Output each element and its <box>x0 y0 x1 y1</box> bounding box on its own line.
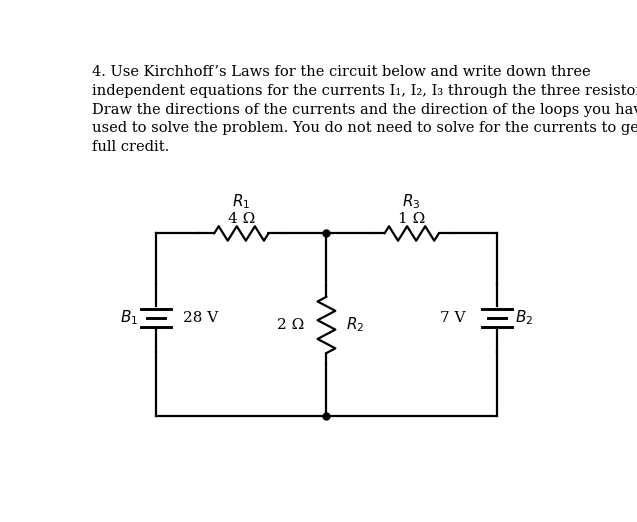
Text: $B_2$: $B_2$ <box>515 309 533 327</box>
Text: $R_2$: $R_2$ <box>347 316 364 334</box>
Text: 7 V: 7 V <box>440 311 466 325</box>
Text: $R_3$: $R_3$ <box>403 193 421 211</box>
Text: 4 Ω: 4 Ω <box>227 212 255 226</box>
Text: $B_1$: $B_1$ <box>120 309 138 327</box>
Text: 4. Use Kirchhoff’s Laws for the circuit below and write down three
independent e: 4. Use Kirchhoff’s Laws for the circuit … <box>92 65 637 155</box>
Text: $R_1$: $R_1$ <box>232 193 250 211</box>
Text: 2 Ω: 2 Ω <box>277 318 304 332</box>
Text: 28 V: 28 V <box>183 311 218 325</box>
Text: 1 Ω: 1 Ω <box>398 212 426 226</box>
